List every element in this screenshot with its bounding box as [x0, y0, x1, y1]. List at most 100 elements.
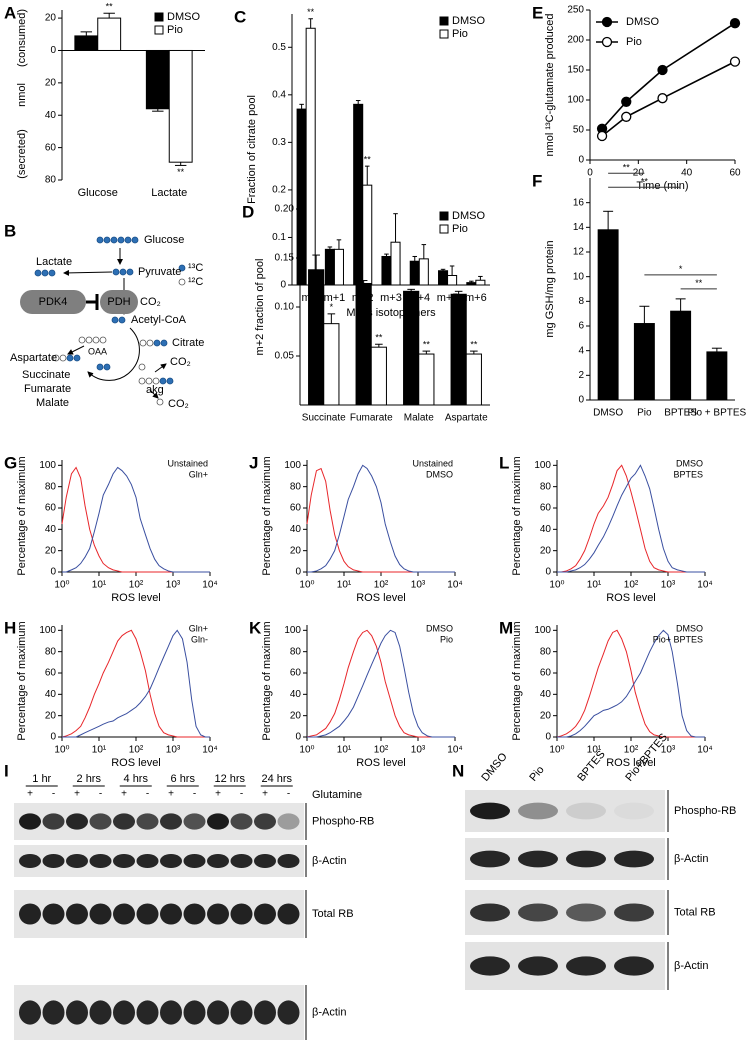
x-axis-label: ROS level — [606, 757, 656, 769]
y-tick-label: 100 — [567, 95, 584, 106]
x-tick-label: 10² — [624, 580, 639, 591]
panel-letter: J — [249, 453, 258, 472]
bar — [633, 323, 655, 401]
y-axis-label: Fraction of citrate pool — [246, 95, 258, 204]
band — [470, 956, 510, 976]
band — [614, 956, 654, 976]
x-tick-label: BPTES — [664, 408, 697, 419]
bar — [381, 255, 392, 286]
band — [160, 903, 182, 925]
significance: ** — [177, 167, 185, 177]
timepoint-label: 6 hrs — [171, 773, 196, 785]
y-tick-label: 20 — [290, 545, 302, 556]
diagram-label: Fumarate — [24, 383, 71, 395]
carbon — [138, 377, 146, 385]
arrow — [67, 345, 85, 355]
carbon — [153, 339, 161, 347]
diagram-label: Acetyl-CoA — [131, 314, 187, 326]
legend-label: Unstained — [167, 458, 208, 468]
y-tick-label: 0.05 — [275, 351, 295, 362]
y-tick-label: 40 — [45, 110, 57, 121]
y-tick-label: 0 — [295, 567, 301, 578]
carbon — [178, 278, 186, 286]
x-axis-label: Time (min) — [636, 180, 688, 192]
x-tick-label: 10³ — [411, 745, 426, 756]
y-tick-label: 60 — [45, 503, 57, 514]
y-axis-label: Percentage of maximum — [511, 456, 523, 575]
band — [230, 903, 253, 925]
x-tick-label: 10³ — [166, 580, 181, 591]
timepoint-label: 4 hrs — [124, 773, 149, 785]
carbon — [111, 316, 119, 324]
carbon — [96, 236, 104, 244]
series-line — [601, 22, 736, 130]
significance: ** — [106, 2, 114, 12]
treatment-label: Glutamine — [312, 789, 362, 801]
y-tick-label: 40 — [540, 689, 552, 700]
bar — [447, 274, 458, 286]
y-tick-label: 250 — [567, 5, 584, 16]
y-tick-label: 20 — [45, 710, 57, 721]
panel-letter: M — [499, 618, 513, 637]
legend-marker — [601, 16, 613, 28]
band — [277, 853, 300, 869]
lane-label: Pio — [527, 764, 546, 784]
legend-label: DMSO — [676, 623, 703, 633]
enzyme — [20, 290, 86, 314]
cycle — [87, 327, 140, 381]
legend-label: Gln+ — [189, 469, 208, 479]
y-axis-label: Percentage of maximum — [261, 456, 273, 575]
bar — [670, 310, 692, 401]
carbon — [131, 236, 139, 244]
x-tick-label: Aspartate — [445, 413, 488, 424]
row-label: Total RB — [312, 908, 354, 920]
band — [470, 802, 510, 820]
x-tick-label: Fumarate — [350, 413, 393, 424]
panel-letter: A — [4, 3, 16, 22]
band — [42, 1000, 65, 1025]
y-axis-label: Percentage of maximum — [511, 621, 523, 740]
point — [657, 93, 668, 104]
diagram-label: ¹²C — [188, 276, 203, 288]
carbon — [145, 377, 153, 385]
legend-label: Pio+ BPTES — [653, 634, 703, 644]
bar — [324, 248, 335, 286]
band — [89, 1000, 112, 1025]
y-tick-label: 60 — [540, 668, 552, 679]
band — [254, 853, 276, 869]
carbon — [52, 354, 60, 362]
y-tick-label: 80 — [45, 646, 57, 657]
carbon — [156, 398, 164, 406]
band — [89, 813, 112, 830]
x-tick-label: m+6 — [465, 292, 487, 304]
band — [42, 903, 65, 925]
legend-label: Unstained — [412, 458, 453, 468]
series-line — [307, 629, 455, 738]
x-axis-label: ROS level — [111, 592, 161, 604]
y-tick-label: 14 — [573, 222, 585, 233]
x-tick-label: 10⁴ — [697, 745, 712, 756]
bar — [403, 290, 420, 406]
row-label: β-Actin — [674, 960, 708, 972]
y-tick-label: 80 — [45, 481, 57, 492]
bar — [370, 346, 387, 406]
panel-letter: D — [242, 202, 254, 221]
bar — [296, 108, 307, 286]
x-tick-label: 10¹ — [587, 580, 602, 591]
band — [230, 813, 253, 830]
y-tick-label: 60 — [290, 668, 302, 679]
x-tick-label: 0 — [587, 168, 593, 179]
y-tick-label: 150 — [567, 65, 584, 76]
point — [729, 18, 741, 29]
panel-letter: N — [452, 761, 464, 780]
band — [470, 903, 510, 922]
diagram-label: Aspartate — [10, 352, 57, 364]
diagram-label: CO₂ — [168, 398, 189, 410]
legend-label: Pio — [452, 28, 468, 40]
y-tick-label: 12 — [573, 247, 585, 258]
y-tick-label: 0 — [578, 395, 584, 406]
bar — [97, 17, 122, 51]
band — [277, 903, 300, 925]
y-tick-label: 80 — [540, 646, 552, 657]
legend-label: Pio — [452, 223, 468, 235]
